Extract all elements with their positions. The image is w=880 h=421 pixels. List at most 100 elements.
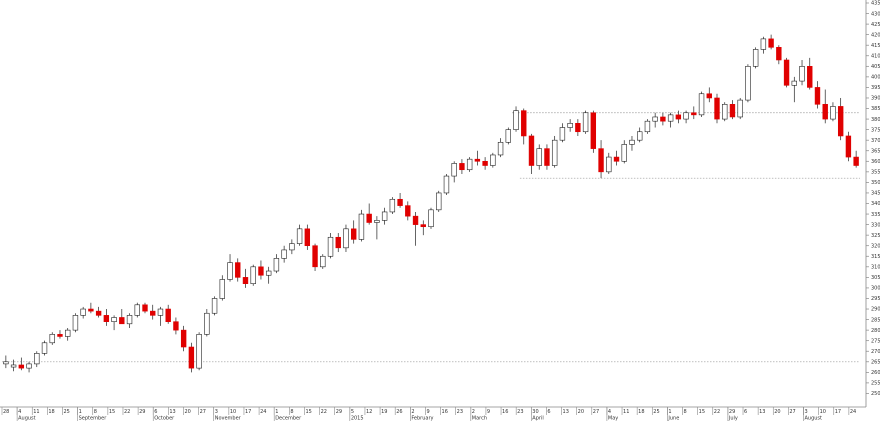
candle [351,220,357,244]
x-day-label: 9 [426,409,429,415]
candle-body-up [126,315,133,325]
candle-body-down [598,148,604,173]
candle-body-down [822,104,828,120]
candle [397,192,403,208]
candle [752,47,759,69]
x-day-label: 8 [684,409,687,415]
candle-body-up [227,262,233,280]
candle-body-down [590,112,597,149]
candle-body-up [41,342,48,354]
candle [343,224,349,253]
candle-body-up [513,110,519,130]
x-day-label: 13 [759,409,765,415]
candle-body-down [807,66,813,88]
candle [737,97,743,120]
candle [822,89,828,124]
candle-body-down [691,112,697,116]
candle-body-up [10,364,17,368]
candle-body-down [180,329,187,348]
candle-body-up [358,213,365,240]
candle-body-up [722,104,728,120]
candle-body-up [737,99,743,118]
candle-body-up [65,329,71,337]
y-tick-label: 4100 [871,53,880,59]
x-day-label: 9 [487,409,490,415]
candle [420,220,426,236]
candle [505,127,511,145]
candle [768,34,774,50]
candle-body-up [34,353,40,365]
candle [95,306,102,318]
candle-body-up [80,308,86,316]
candle [837,97,844,141]
candle [180,325,187,352]
y-tick-label: 3450 [871,191,880,197]
candle-body-up [320,255,326,268]
y-tick-label: 2900 [871,307,880,313]
candle-body-up [536,148,542,166]
x-day-label: 4 [608,409,611,415]
candle [358,209,365,242]
x-day-label: 19 [381,409,387,415]
y-tick-label: 2850 [871,317,880,323]
candle-body-up [436,192,442,211]
reference-lines [2,112,860,363]
candle-body-down [235,262,241,278]
candle [242,268,249,288]
x-day-label: 11 [623,409,629,415]
candle-body-up [760,38,767,50]
candle [111,315,117,331]
x-day-label: 8 [290,409,293,415]
x-day-label: 11 [33,409,39,415]
candle [606,152,612,174]
x-day-label: 27 [789,409,795,415]
x-day-label: 28 [3,409,9,415]
candle [405,201,411,221]
y-tick-label: 3350 [871,212,880,218]
y-tick-label: 2550 [871,381,880,387]
candle [776,45,782,65]
x-day-label: 23 [457,409,463,415]
candle [745,64,751,103]
y-tick-label: 4350 [871,1,880,7]
candle-body-down [142,304,148,312]
candle [273,254,280,274]
candle [760,36,767,54]
candle-body-up [698,93,705,116]
x-day-label: 1 [79,409,82,415]
candle [644,119,651,134]
candle-body-down [420,224,426,228]
candle [211,296,218,316]
x-month-label: March [472,416,487,421]
candle-body-up [281,249,287,259]
x-axis-ticks: 28 4 11 18 25 1 8 15 22 29 6 13 20 27 3 10 17 24 1 8 15 22 29 5… [1,407,856,421]
candle [667,112,674,128]
candle [845,131,852,162]
candle-body-up [466,158,473,171]
y-tick-label: 3800 [871,117,880,123]
x-month-label: 2015 [351,416,364,421]
candle [451,161,457,183]
candle [34,351,40,368]
x-month-label: May [608,416,618,421]
candle-body-down [397,198,403,206]
candle-body-up [621,144,627,162]
x-day-label: 5 [351,409,354,415]
x-day-label: 16 [442,409,448,415]
candle [459,159,465,174]
candle [381,207,388,225]
candle-body-up [49,334,55,344]
candle-body-up [667,114,674,122]
candle-body-up [3,361,9,365]
candle [289,239,295,255]
y-tick-label: 3150 [871,254,880,260]
candle [173,317,179,335]
candle-body-up [289,243,295,251]
candle-body-up [157,308,164,316]
candle [204,309,210,337]
candle-body-down [173,321,179,331]
candle [250,264,256,286]
candle [436,190,442,212]
candle-body-down [258,266,264,276]
